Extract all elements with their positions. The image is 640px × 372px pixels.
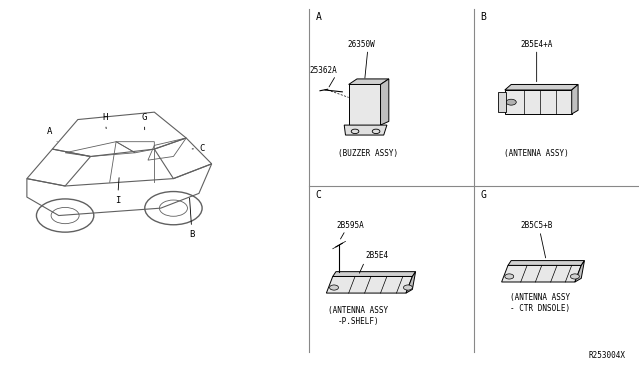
Polygon shape [333,272,415,276]
Text: B: B [189,198,195,239]
Circle shape [570,274,579,279]
Polygon shape [381,79,389,125]
Text: A: A [316,13,321,22]
Text: I: I [115,178,120,205]
Text: 26350W: 26350W [348,41,375,49]
Polygon shape [502,265,581,282]
Circle shape [403,285,412,290]
Text: G: G [480,190,486,200]
Circle shape [330,285,339,290]
Text: (ANTENNA ASSY
-P.SHELF): (ANTENNA ASSY -P.SHELF) [328,306,388,326]
Text: H: H [102,113,108,129]
Text: (BUZZER ASSY): (BUZZER ASSY) [338,149,398,158]
Text: 2B595A: 2B595A [337,221,364,230]
Polygon shape [575,260,584,282]
Polygon shape [499,92,506,112]
Polygon shape [344,125,387,135]
Text: G: G [141,113,147,130]
Text: 2B5E4+A: 2B5E4+A [520,41,553,49]
Text: A: A [47,127,57,141]
Text: C: C [192,144,204,153]
Polygon shape [349,79,389,84]
Polygon shape [508,260,584,265]
Polygon shape [572,84,578,114]
Polygon shape [349,84,381,125]
Text: C: C [316,190,321,200]
Text: 2B5C5+B: 2B5C5+B [520,221,553,230]
Text: (ANTENNA ASSY
- CTR DNSOLE): (ANTENNA ASSY - CTR DNSOLE) [510,293,570,313]
Circle shape [505,274,514,279]
Circle shape [506,99,516,105]
Polygon shape [326,276,412,293]
Polygon shape [505,90,572,114]
Text: B: B [480,13,486,22]
Text: (ANTENNA ASSY): (ANTENNA ASSY) [504,149,569,158]
Text: 25362A: 25362A [309,66,337,75]
Text: 2B5E4: 2B5E4 [366,251,389,260]
Polygon shape [505,84,578,90]
Text: R253004X: R253004X [589,350,626,359]
Polygon shape [406,272,415,293]
